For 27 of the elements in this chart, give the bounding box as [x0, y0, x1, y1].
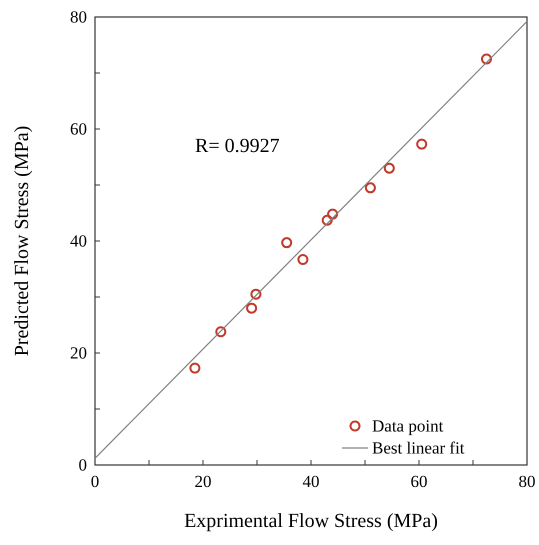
point — [297, 254, 308, 265]
point — [364, 182, 376, 194]
point — [322, 214, 333, 226]
legend-label: Best linear fit — [372, 438, 465, 458]
x-axis-title: Exprimental Flow Stress (MPa) — [184, 510, 438, 532]
x-tick-label: 20 — [194, 472, 212, 491]
x-tick-label: 80 — [518, 472, 536, 491]
y-tick-label: 80 — [70, 8, 87, 26]
y-tick-label: 20 — [70, 344, 87, 362]
y-axis-title: Predicted Flow Stress (MPa) — [11, 126, 33, 356]
y-tick-label: 0 — [78, 456, 87, 474]
point — [189, 362, 200, 374]
point — [215, 326, 226, 338]
annotation: R= 0.9927 — [195, 135, 280, 157]
point — [327, 208, 338, 220]
point — [481, 54, 492, 64]
point — [250, 288, 262, 300]
x-tick-label: 40 — [302, 472, 320, 491]
point — [416, 138, 428, 150]
x-tick-label: 60 — [410, 472, 428, 491]
y-tick-label: 40 — [70, 232, 87, 250]
y-tick-label: 60 — [70, 120, 87, 138]
point — [281, 237, 292, 248]
point — [384, 162, 395, 174]
legend-label: Data point — [372, 416, 444, 436]
point — [246, 302, 258, 314]
x-tick-label: 0 — [90, 472, 100, 491]
